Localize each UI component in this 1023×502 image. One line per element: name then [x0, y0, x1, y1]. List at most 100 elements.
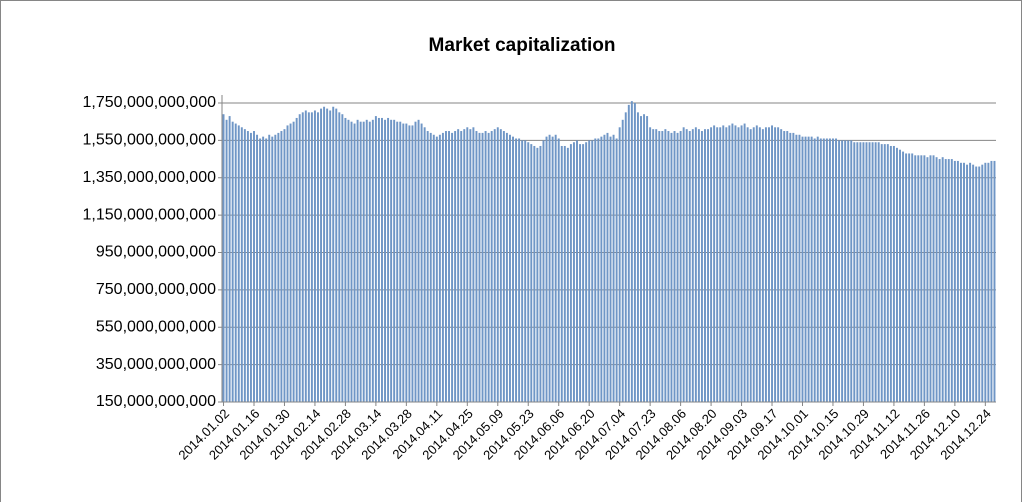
bar	[990, 160, 993, 402]
bar	[317, 112, 319, 402]
bar	[838, 140, 841, 402]
bar	[664, 129, 667, 402]
bar	[813, 138, 816, 402]
bar	[972, 164, 975, 402]
bar	[381, 117, 383, 402]
y-tick-label: 1,150,000,000,000	[83, 206, 217, 223]
bar	[768, 127, 770, 402]
bar	[463, 129, 466, 402]
bar	[448, 131, 450, 402]
bar	[286, 125, 289, 403]
bar	[484, 131, 487, 402]
bar	[271, 136, 274, 402]
bar	[935, 157, 938, 402]
bar	[432, 134, 435, 403]
bar	[816, 136, 819, 402]
bar	[722, 125, 725, 403]
bar	[670, 132, 673, 402]
bar	[835, 138, 837, 402]
bar	[944, 159, 947, 402]
bar	[368, 121, 371, 402]
bar	[969, 162, 972, 402]
bar	[984, 162, 987, 402]
bar	[530, 144, 533, 403]
bar	[390, 119, 393, 402]
bar	[886, 144, 889, 403]
bar	[326, 108, 329, 402]
bar	[804, 136, 807, 402]
y-tick-label: 150,000,000,000	[96, 393, 216, 410]
bar	[512, 136, 514, 402]
bar	[292, 121, 295, 402]
bar	[856, 142, 859, 402]
y-tick-label: 350,000,000,000	[96, 356, 216, 373]
bar	[472, 127, 475, 402]
bar	[743, 123, 746, 403]
bar	[341, 114, 344, 403]
bar	[231, 121, 234, 402]
bar	[460, 131, 463, 402]
bar	[883, 144, 886, 403]
bar	[865, 142, 868, 402]
bar	[679, 131, 682, 402]
bar	[332, 106, 335, 403]
bar	[313, 110, 316, 402]
chart-title: Market capitalization	[429, 35, 616, 56]
bar	[755, 125, 758, 403]
bar	[822, 138, 825, 402]
bar	[429, 132, 432, 402]
bar	[320, 108, 323, 402]
bar	[676, 132, 679, 402]
bar	[399, 121, 402, 402]
bar	[441, 132, 444, 402]
bar	[259, 138, 262, 402]
bar	[265, 138, 268, 402]
y-tick-label: 1,550,000,000,000	[83, 132, 217, 149]
bar	[673, 131, 676, 402]
bar	[582, 144, 585, 403]
bar	[606, 132, 609, 402]
bar	[783, 131, 786, 402]
y-tick-label: 1,350,000,000,000	[83, 169, 217, 186]
bar	[384, 119, 387, 402]
bar	[405, 123, 408, 403]
bar	[515, 138, 518, 402]
bar	[749, 129, 752, 402]
bar	[780, 129, 783, 402]
y-tick-label: 950,000,000,000	[96, 244, 216, 261]
bar	[789, 132, 792, 402]
bar	[777, 127, 780, 402]
bar	[521, 140, 524, 402]
bar	[950, 159, 953, 402]
bar	[850, 140, 853, 402]
bar	[926, 157, 929, 402]
bar	[274, 134, 277, 403]
bar	[246, 131, 249, 402]
bar	[993, 160, 996, 402]
bar	[899, 149, 901, 402]
bar	[612, 134, 615, 403]
bar	[987, 162, 990, 402]
bar	[704, 129, 706, 402]
bar	[411, 125, 414, 403]
bar	[636, 112, 639, 402]
bar	[533, 145, 536, 402]
bar	[707, 129, 710, 402]
bar	[225, 119, 228, 402]
bar	[353, 123, 356, 403]
bar	[542, 140, 545, 402]
bar	[716, 127, 719, 402]
bar	[947, 159, 950, 402]
bar	[963, 162, 965, 402]
bar	[451, 132, 454, 402]
bar	[932, 155, 935, 402]
bar	[560, 145, 563, 402]
bar	[621, 119, 624, 402]
bar	[557, 138, 560, 402]
bar	[527, 142, 530, 402]
bar	[496, 127, 499, 402]
bar	[774, 127, 777, 402]
bar	[633, 103, 636, 402]
bar	[554, 134, 557, 403]
